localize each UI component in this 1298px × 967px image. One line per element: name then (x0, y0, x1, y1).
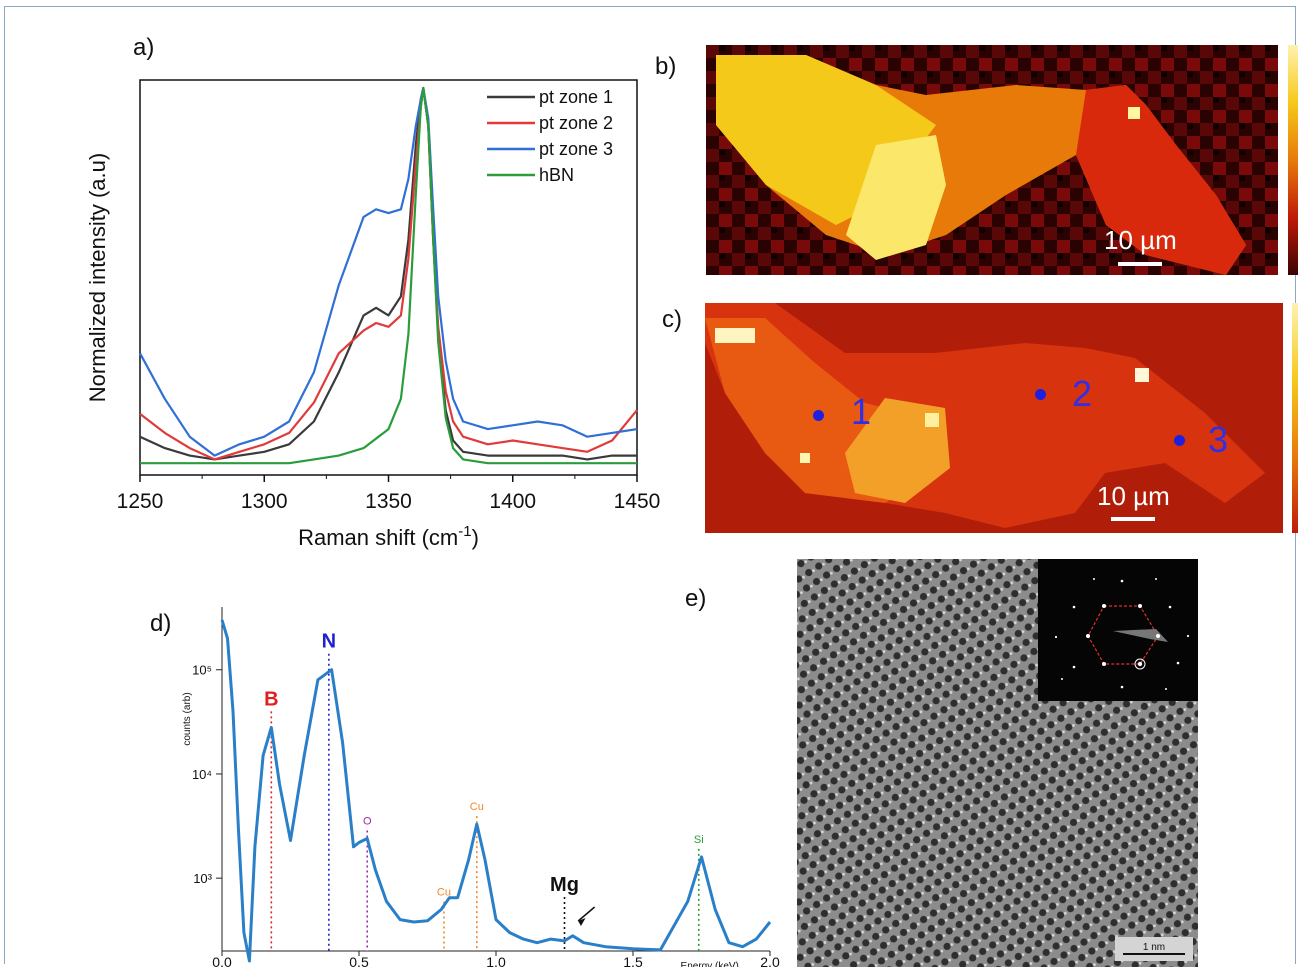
eds-chart: 10⁵ 10⁴ 10³ 0.0 0.5 1.0 1.5 2.0 Energy (keV) coun… (182, 607, 780, 967)
y-axis-label-d: counts (arb) (182, 692, 193, 745)
panel-label-c: c) (662, 306, 682, 333)
x-tick-label-a: 1400 (489, 490, 536, 513)
point-marker-3 (1174, 435, 1185, 446)
mg-arrow-head (578, 918, 586, 926)
element-label-b: B (264, 688, 278, 710)
point-marker-1 (813, 410, 824, 421)
element-label-cu: Cu (437, 887, 451, 899)
raman-map-c: 1 2 3 10 µm (705, 303, 1283, 533)
legend-label-a: pt zone 2 (539, 113, 613, 133)
panel-label-a: a) (133, 34, 155, 61)
tem-image: 1 nm (797, 559, 1198, 967)
panel-label-e: e) (685, 585, 707, 612)
element-label-o: O (363, 816, 372, 828)
point-label-3: 3 (1208, 419, 1229, 460)
x-tick-label-d: 0.5 (349, 954, 369, 967)
mg-arrow-line (577, 906, 596, 922)
element-label-mg: Mg (550, 874, 579, 896)
colorbar-c (1292, 303, 1298, 533)
scale-label-c: 10 µm (1097, 481, 1170, 511)
legend-label-a: pt zone 1 (539, 87, 613, 107)
series-line-pt-zone-3 (139, 86, 638, 457)
legend-label-a: pt zone 3 (539, 139, 613, 159)
x-tick-label-a: 1450 (614, 490, 660, 513)
x-tick-label-a: 1250 (117, 490, 164, 513)
y-tick-label-d: 10⁴ (192, 767, 212, 782)
legend-label-a: hBN (539, 165, 574, 185)
raman-map-b: 10 µm (706, 45, 1278, 275)
tem-scale-box (1115, 937, 1193, 961)
x-axis-label-end: ) (472, 525, 479, 550)
y-tick-label-d: 10³ (193, 871, 212, 886)
element-label-si: Si (694, 834, 704, 846)
element-label-n: N (322, 631, 336, 653)
scale-bar-b (1118, 262, 1162, 266)
x-axis-label-d: Energy (keV) (681, 961, 739, 967)
map-b-image (706, 45, 1278, 275)
y-tick-label-d: 10⁵ (192, 663, 212, 678)
point-label-2: 2 (1072, 373, 1093, 414)
colorbar-b (1288, 45, 1298, 275)
y-axis-label-a: Normalized intensity (a.u) (85, 153, 110, 402)
x-tick-label-d: 0.0 (212, 954, 232, 967)
panel-label-d: d) (150, 610, 172, 637)
x-tick-label-a: 1350 (365, 490, 412, 513)
panel-label-b: b) (655, 53, 677, 80)
scale-label-b: 10 µm (1104, 225, 1177, 255)
x-axis-label-main: Raman shift (cm (298, 525, 458, 550)
raman-chart: 1250 1300 1350 1400 1450 Raman shift (cm-1) No… (85, 79, 660, 550)
series-line-pt-zone-1 (139, 86, 637, 461)
scale-bar-c (1111, 517, 1155, 521)
element-label-cu: Cu (470, 801, 484, 813)
x-tick-label-d: 1.5 (623, 954, 643, 967)
x-axis-label-sup: -1 (458, 523, 471, 540)
x-axis-label-a: Raman shift (cm-1) (298, 523, 479, 550)
x-tick-label-d: 2.0 (760, 954, 780, 967)
eds-spectrum-line (220, 619, 772, 963)
x-tick-label-a: 1300 (241, 490, 288, 513)
series-line-hbn (140, 86, 637, 465)
tem-scale-bar (1123, 953, 1185, 955)
point-marker-2 (1035, 389, 1046, 400)
map-c-image (705, 303, 1265, 528)
tem-scale-label: 1 nm (1143, 942, 1165, 953)
x-tick-label-d: 1.0 (486, 954, 506, 967)
point-label-1: 1 (851, 391, 872, 432)
diffraction-pattern (1054, 578, 1190, 690)
diffraction-inset (1038, 559, 1198, 701)
